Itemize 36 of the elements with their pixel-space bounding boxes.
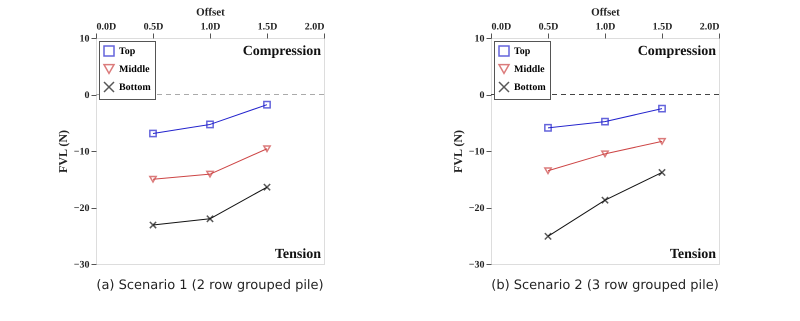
x-tick-label: 2.0D bbox=[700, 22, 720, 32]
text: (a) Scenario 1 (2 row grouped pile) bbox=[96, 278, 324, 293]
x-tick-label: 1.5D bbox=[652, 22, 672, 32]
legend-label: Middle bbox=[514, 64, 546, 75]
x-tick-label: 0.5D bbox=[144, 22, 164, 32]
annotation: Tension bbox=[274, 247, 322, 262]
y-tick-label: −10 bbox=[74, 146, 90, 158]
x-tick-label: 0.0D bbox=[96, 22, 116, 32]
y-tick-label: 10 bbox=[80, 34, 90, 44]
legend-label: Top bbox=[119, 46, 136, 57]
legend-label: Bottom bbox=[514, 82, 546, 93]
x-tick-label: 2.0D bbox=[304, 22, 324, 32]
x-axis-title: Offset bbox=[591, 6, 620, 18]
x-tick-label: 1.0D bbox=[200, 22, 220, 32]
annotation: Compression bbox=[242, 44, 322, 59]
y-axis-title: FVL (N) bbox=[56, 130, 70, 173]
y-tick-label: 10 bbox=[474, 34, 484, 44]
y-tick-label: −30 bbox=[468, 260, 484, 270]
y-tick-label: 0 bbox=[84, 90, 90, 101]
x-tick-label: 1.0D bbox=[596, 22, 616, 32]
text: (b) Scenario 2 (3 row grouped pile) bbox=[491, 278, 719, 293]
annotation: Compression bbox=[638, 44, 716, 59]
y-tick-label: 0 bbox=[480, 90, 484, 101]
x-axis-title: Offset bbox=[196, 6, 226, 18]
x-tick-label: 0.0D bbox=[492, 22, 512, 32]
legend-label: Top bbox=[514, 46, 531, 57]
y-axis-title: FVL (N) bbox=[450, 130, 465, 173]
y-tick-label: −30 bbox=[74, 260, 90, 270]
x-tick-label: 0.5D bbox=[538, 22, 558, 32]
y-tick-label: −10 bbox=[468, 146, 484, 158]
legend-label: Middle bbox=[119, 64, 150, 75]
y-tick-label: −20 bbox=[468, 203, 484, 214]
legend-label: Bottom bbox=[119, 82, 152, 93]
annotation: Tension bbox=[670, 247, 716, 262]
x-tick-label: 1.5D bbox=[258, 22, 278, 32]
y-tick-label: −20 bbox=[74, 203, 90, 214]
